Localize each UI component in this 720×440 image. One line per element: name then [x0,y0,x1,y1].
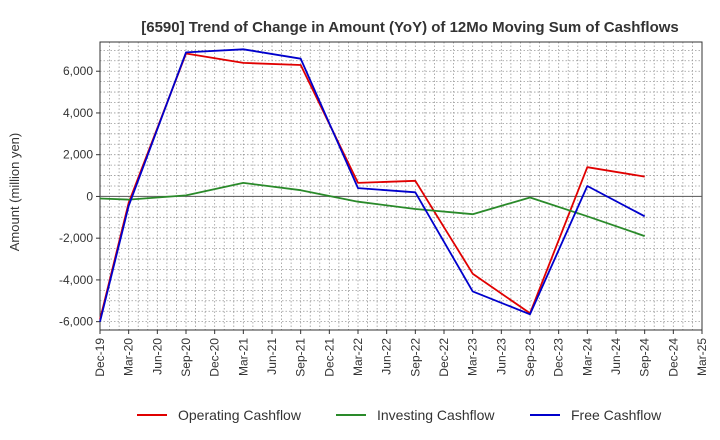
series-line [99,181,645,237]
legend-label: Investing Cashflow [377,407,495,423]
x-tick-label: Dec-24 [666,338,680,377]
y-tick-label: -6,000 [59,315,93,329]
x-tick-label: Dec-23 [552,338,566,377]
axes: 6,000 4,000 2,000 0 -2,000 -4,000 -6,000Dec-19… [59,41,709,377]
y-tick-label: 0 [86,189,93,203]
x-tick-label: Jun-24 [609,338,623,375]
chart-title: [6590] Trend of Change in Amount (YoY) o… [141,19,679,36]
x-tick-label: Mar-20 [122,338,136,376]
x-tick-label: Dec-19 [93,338,107,377]
x-tick-label: Jun-22 [380,338,394,375]
grid [100,42,702,330]
legend: Operating Cashflow Investing Cashflow Free… [137,407,662,423]
x-tick-label: Jun-20 [150,338,164,375]
x-tick-label: Sep-22 [408,338,422,377]
x-tick-label: Mar-21 [236,338,250,376]
y-tick-label: 2,000 [63,148,93,162]
x-tick-label: Sep-20 [179,338,193,377]
series-lines [99,48,646,322]
x-tick-label: Sep-21 [294,338,308,377]
x-tick-label: Mar-22 [351,338,365,376]
plot-frame [99,41,703,331]
y-tick-label: 6,000 [63,64,93,78]
x-tick-label: Mar-25 [695,338,709,376]
x-tick-label: Sep-23 [523,338,537,377]
x-tick-label: Mar-23 [466,338,480,376]
y-tick-label: 4,000 [63,106,93,120]
legend-label: Operating Cashflow [178,407,302,423]
x-tick-label: Jun-23 [494,338,508,375]
x-tick-label: Sep-24 [638,338,652,377]
x-tick-label: Dec-20 [208,338,222,377]
legend-label: Free Cashflow [571,407,662,423]
x-tick-label: Dec-21 [322,338,336,377]
y-tick-label: -2,000 [59,231,93,245]
series-line [99,48,646,322]
y-tick-label: -4,000 [59,273,93,287]
x-tick-label: Mar-24 [580,338,594,376]
y-axis-label: Amount (million yen) [7,133,22,252]
x-tick-label: Jun-21 [265,338,279,375]
x-tick-label: Dec-22 [437,338,451,377]
